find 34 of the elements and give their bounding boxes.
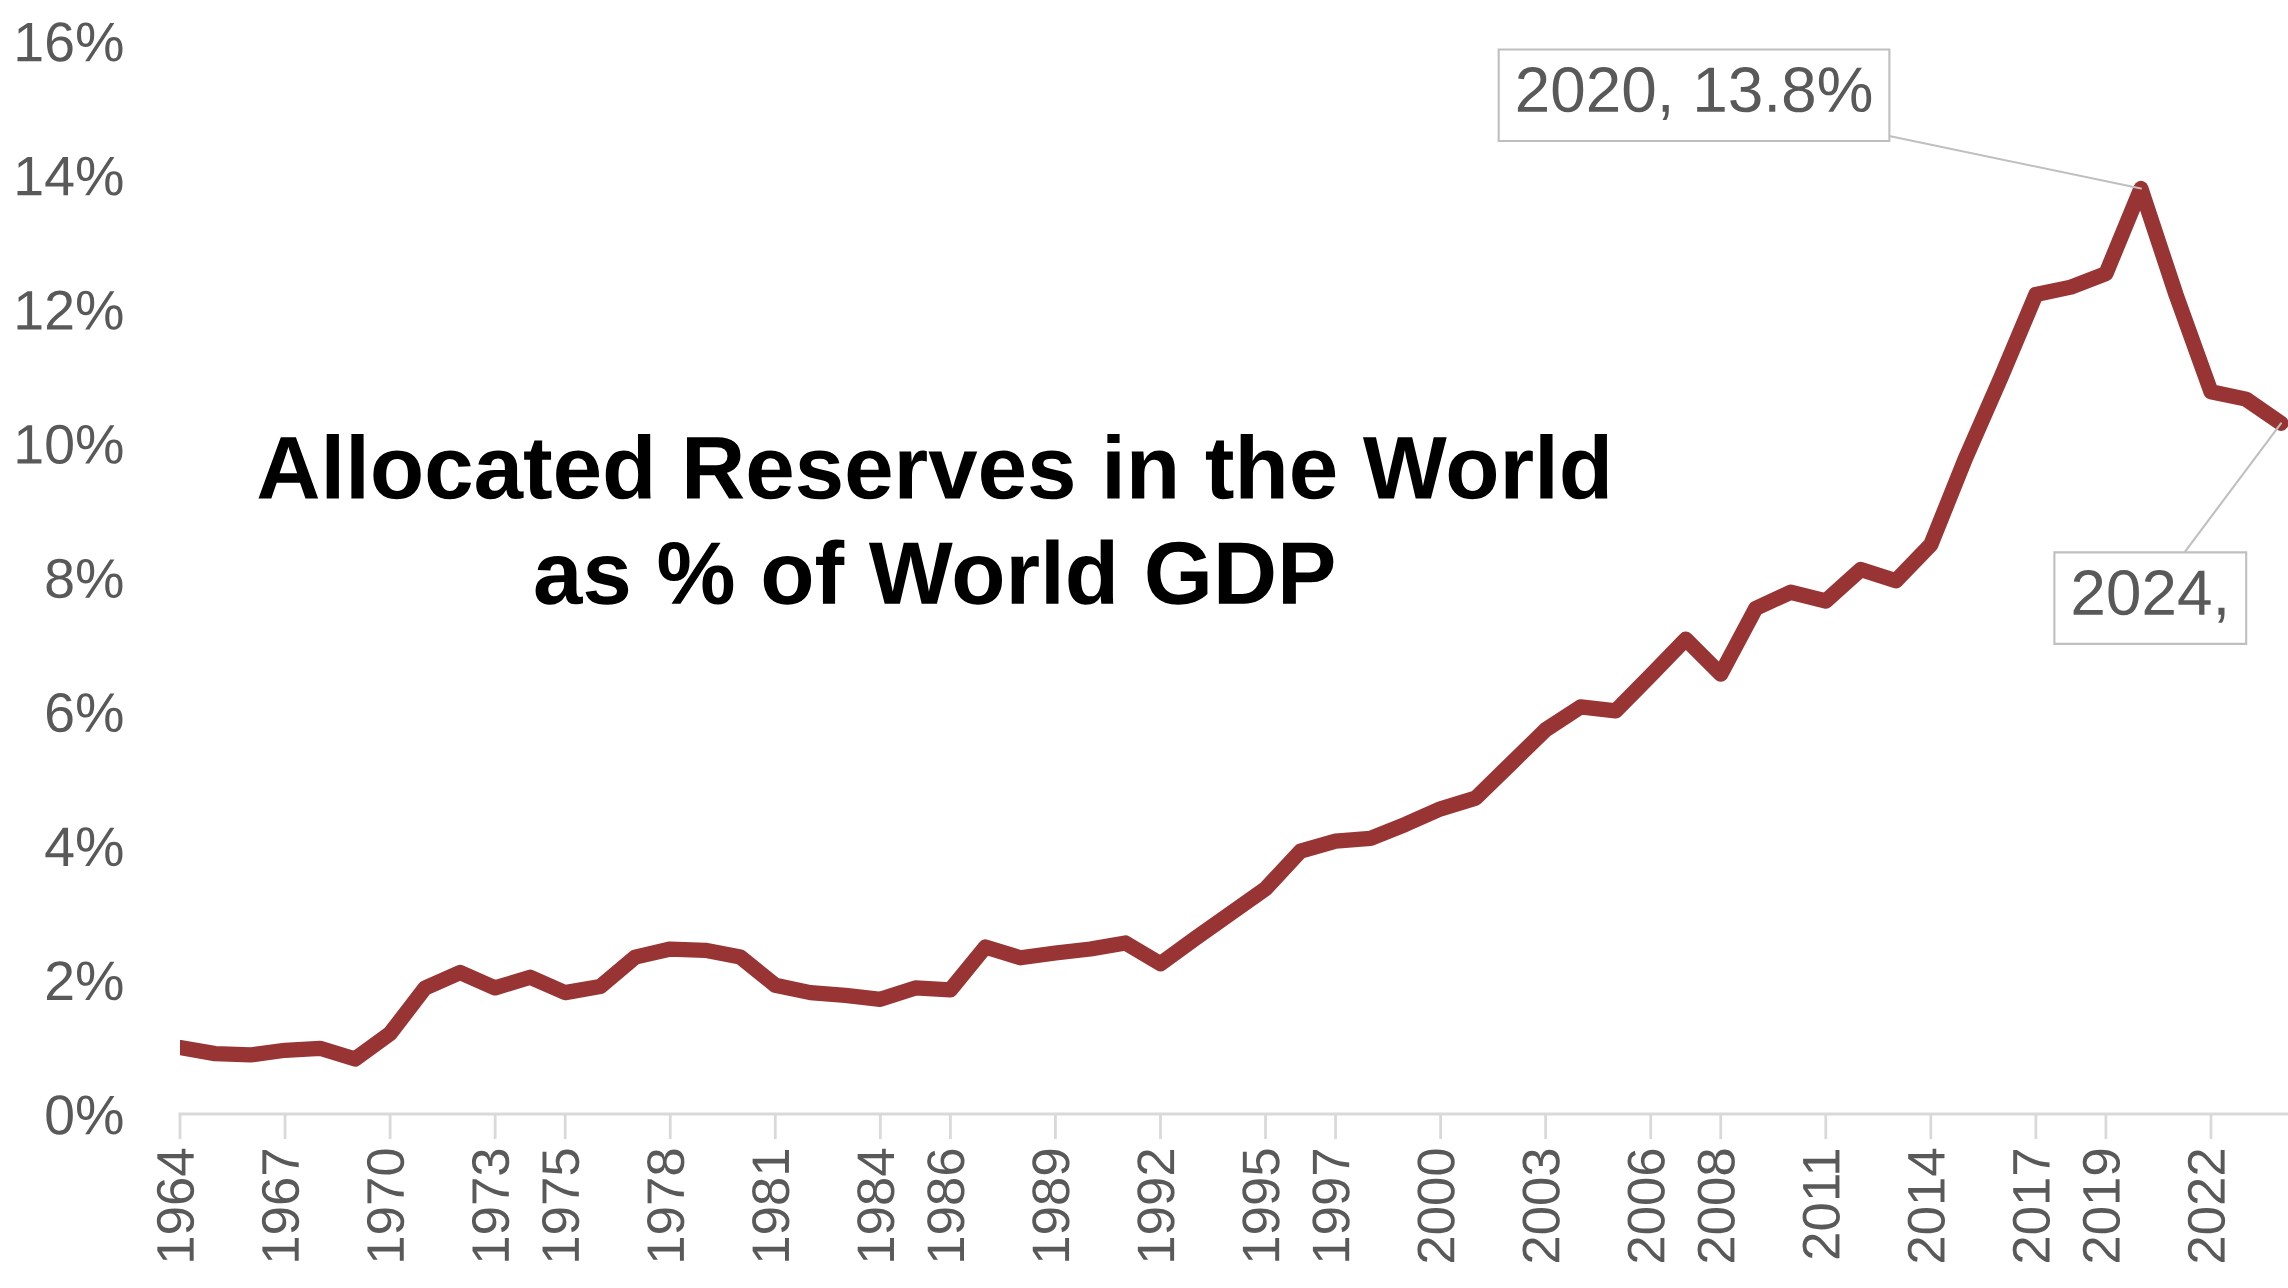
x-tick-label: 2011 [1802,1149,1840,1259]
text: Allocated Reserves in the World as % of World GDP [258,434,1608,605]
x-tick-label: 1995 [1242,1149,1280,1261]
x-tick-label: 1975 [541,1149,580,1261]
y-tick-label: 2% [46,961,123,1001]
annotation: 2020, 13.8% [1517,67,1872,120]
x-tick-label: 1973 [471,1149,510,1261]
x-tick-label: 1989 [1032,1149,1070,1261]
x-tick-label: 1986 [927,1149,965,1261]
y-tick-label: 14% [17,156,123,196]
x-tick-label: 2008 [1697,1149,1735,1263]
x-tick-label: 1984 [857,1148,895,1261]
x-tick-label: 2006 [1627,1149,1665,1263]
x-tick-label: 1964 [156,1148,195,1261]
x-tick-label: 2003 [1522,1149,1560,1263]
y-tick-label: 6% [46,692,123,733]
y-tick-label: 16% [17,22,123,62]
x-tick-label: 2019 [2082,1149,2121,1263]
x-tick-label: 1992 [1137,1149,1175,1261]
y-tick-label: 8% [46,558,123,599]
x-tick-label: 2017 [2012,1149,2051,1263]
x-tick-label: 2014 [1907,1148,1945,1263]
y-tick-label: 4% [45,827,123,867]
x-tick-label: 1970 [366,1149,405,1261]
y-tick-label: 0% [46,1095,123,1135]
annotation: 2024, [2073,570,2225,623]
x-tick-label: 2022 [2187,1149,2226,1263]
x-tick-label: 1997 [1312,1149,1350,1261]
y-tick-label: 12% [17,290,123,330]
y-tick-label: 10% [17,424,123,465]
x-tick-label: 2000 [1417,1149,1455,1263]
x-tick-label: 1978 [647,1149,685,1261]
x-tick-label: 1981 [752,1149,790,1261]
x-tick-label: 1967 [261,1149,300,1261]
